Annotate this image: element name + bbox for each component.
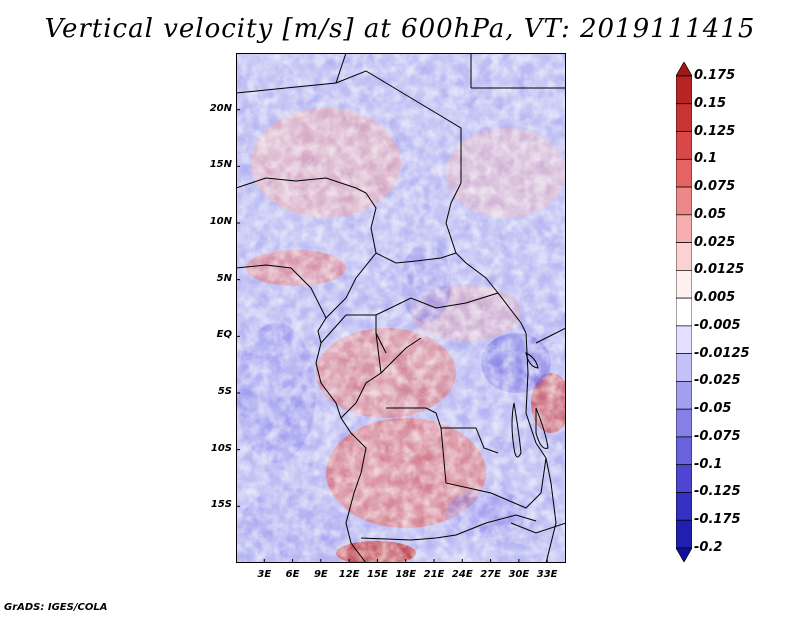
colorbar-box xyxy=(676,186,692,216)
colorbar-box xyxy=(676,519,692,549)
colorbar-box xyxy=(676,297,692,327)
colorbar-box xyxy=(676,325,692,354)
country-borders xyxy=(236,53,566,563)
colorbar-label: -0.175 xyxy=(694,512,741,528)
colorbar-label: 0.0125 xyxy=(694,262,745,278)
colorbar-box xyxy=(676,408,692,438)
lat-label: 5S xyxy=(217,386,232,397)
lat-label: EQ xyxy=(216,329,232,341)
velocity-map xyxy=(236,53,566,563)
lon-label: 18E xyxy=(395,569,417,580)
lat-label: 5N xyxy=(216,272,232,284)
colorbar-box xyxy=(676,214,692,243)
lat-label: 15N xyxy=(209,159,232,171)
colorbar-label: 0.15 xyxy=(694,95,727,111)
colorbar-box xyxy=(676,158,692,188)
colorbar-label: -0.2 xyxy=(694,540,723,555)
map-frame xyxy=(236,53,566,563)
colorbar-label: 0.005 xyxy=(694,290,736,306)
colorbar-box xyxy=(676,353,692,382)
colorbar-box xyxy=(676,464,692,493)
lon-ticks xyxy=(263,559,548,563)
map-title: Vertical velocity [m/s] at 600hPa, VT: 2… xyxy=(44,14,756,44)
colorbar-box xyxy=(676,75,692,105)
lakes xyxy=(511,352,549,458)
colorbar-box xyxy=(676,242,692,271)
lat-label: 20N xyxy=(209,102,232,114)
lon-label: 30E xyxy=(508,569,530,580)
colorbar-label: 0.175 xyxy=(694,68,736,83)
colorbar-top-arrow xyxy=(676,62,692,77)
lon-label: 24E xyxy=(451,569,473,580)
colorbar xyxy=(676,62,692,562)
lon-label: 12E xyxy=(338,569,360,580)
colorbar-label: -0.025 xyxy=(694,373,741,389)
colorbar-box xyxy=(676,381,692,410)
lat-label: 10S xyxy=(210,442,232,454)
lon-label: 33E xyxy=(536,569,558,580)
lon-label: 27E xyxy=(480,569,501,580)
lat-label: 15S xyxy=(210,499,232,511)
colorbar-box xyxy=(676,492,692,521)
colorbar-label: -0.125 xyxy=(694,484,741,500)
colorbar-bottom-arrow xyxy=(676,547,692,562)
colorbar-label: -0.0125 xyxy=(694,345,750,361)
lat-label: 10N xyxy=(209,216,232,227)
colorbar-label: 0.075 xyxy=(694,179,736,195)
lon-label: 15E xyxy=(367,569,388,580)
colorbar-label: -0.05 xyxy=(694,401,732,417)
colorbar-label: 0.1 xyxy=(694,151,718,167)
lon-label: 9E xyxy=(313,569,328,580)
colorbar-box xyxy=(676,103,692,132)
lat-ticks xyxy=(236,109,240,507)
colorbar-box xyxy=(676,131,692,160)
colorbar-label: -0.005 xyxy=(694,317,741,333)
lon-label: 6E xyxy=(285,569,300,580)
colorbar-box xyxy=(676,436,692,466)
colorbar-label: -0.1 xyxy=(694,456,723,472)
speckle-texture-2 xyxy=(236,53,566,563)
lon-label: 3E xyxy=(257,569,272,580)
colorbar-box xyxy=(676,270,692,299)
colorbar-label: 0.125 xyxy=(694,123,736,139)
colorbar-label: 0.05 xyxy=(694,206,727,222)
grads-footer: GrADS: IGES/COLA xyxy=(4,602,108,613)
lon-label: 21E xyxy=(423,569,445,580)
colorbar-label: -0.075 xyxy=(694,428,741,444)
colorbar-label: 0.025 xyxy=(694,234,736,250)
